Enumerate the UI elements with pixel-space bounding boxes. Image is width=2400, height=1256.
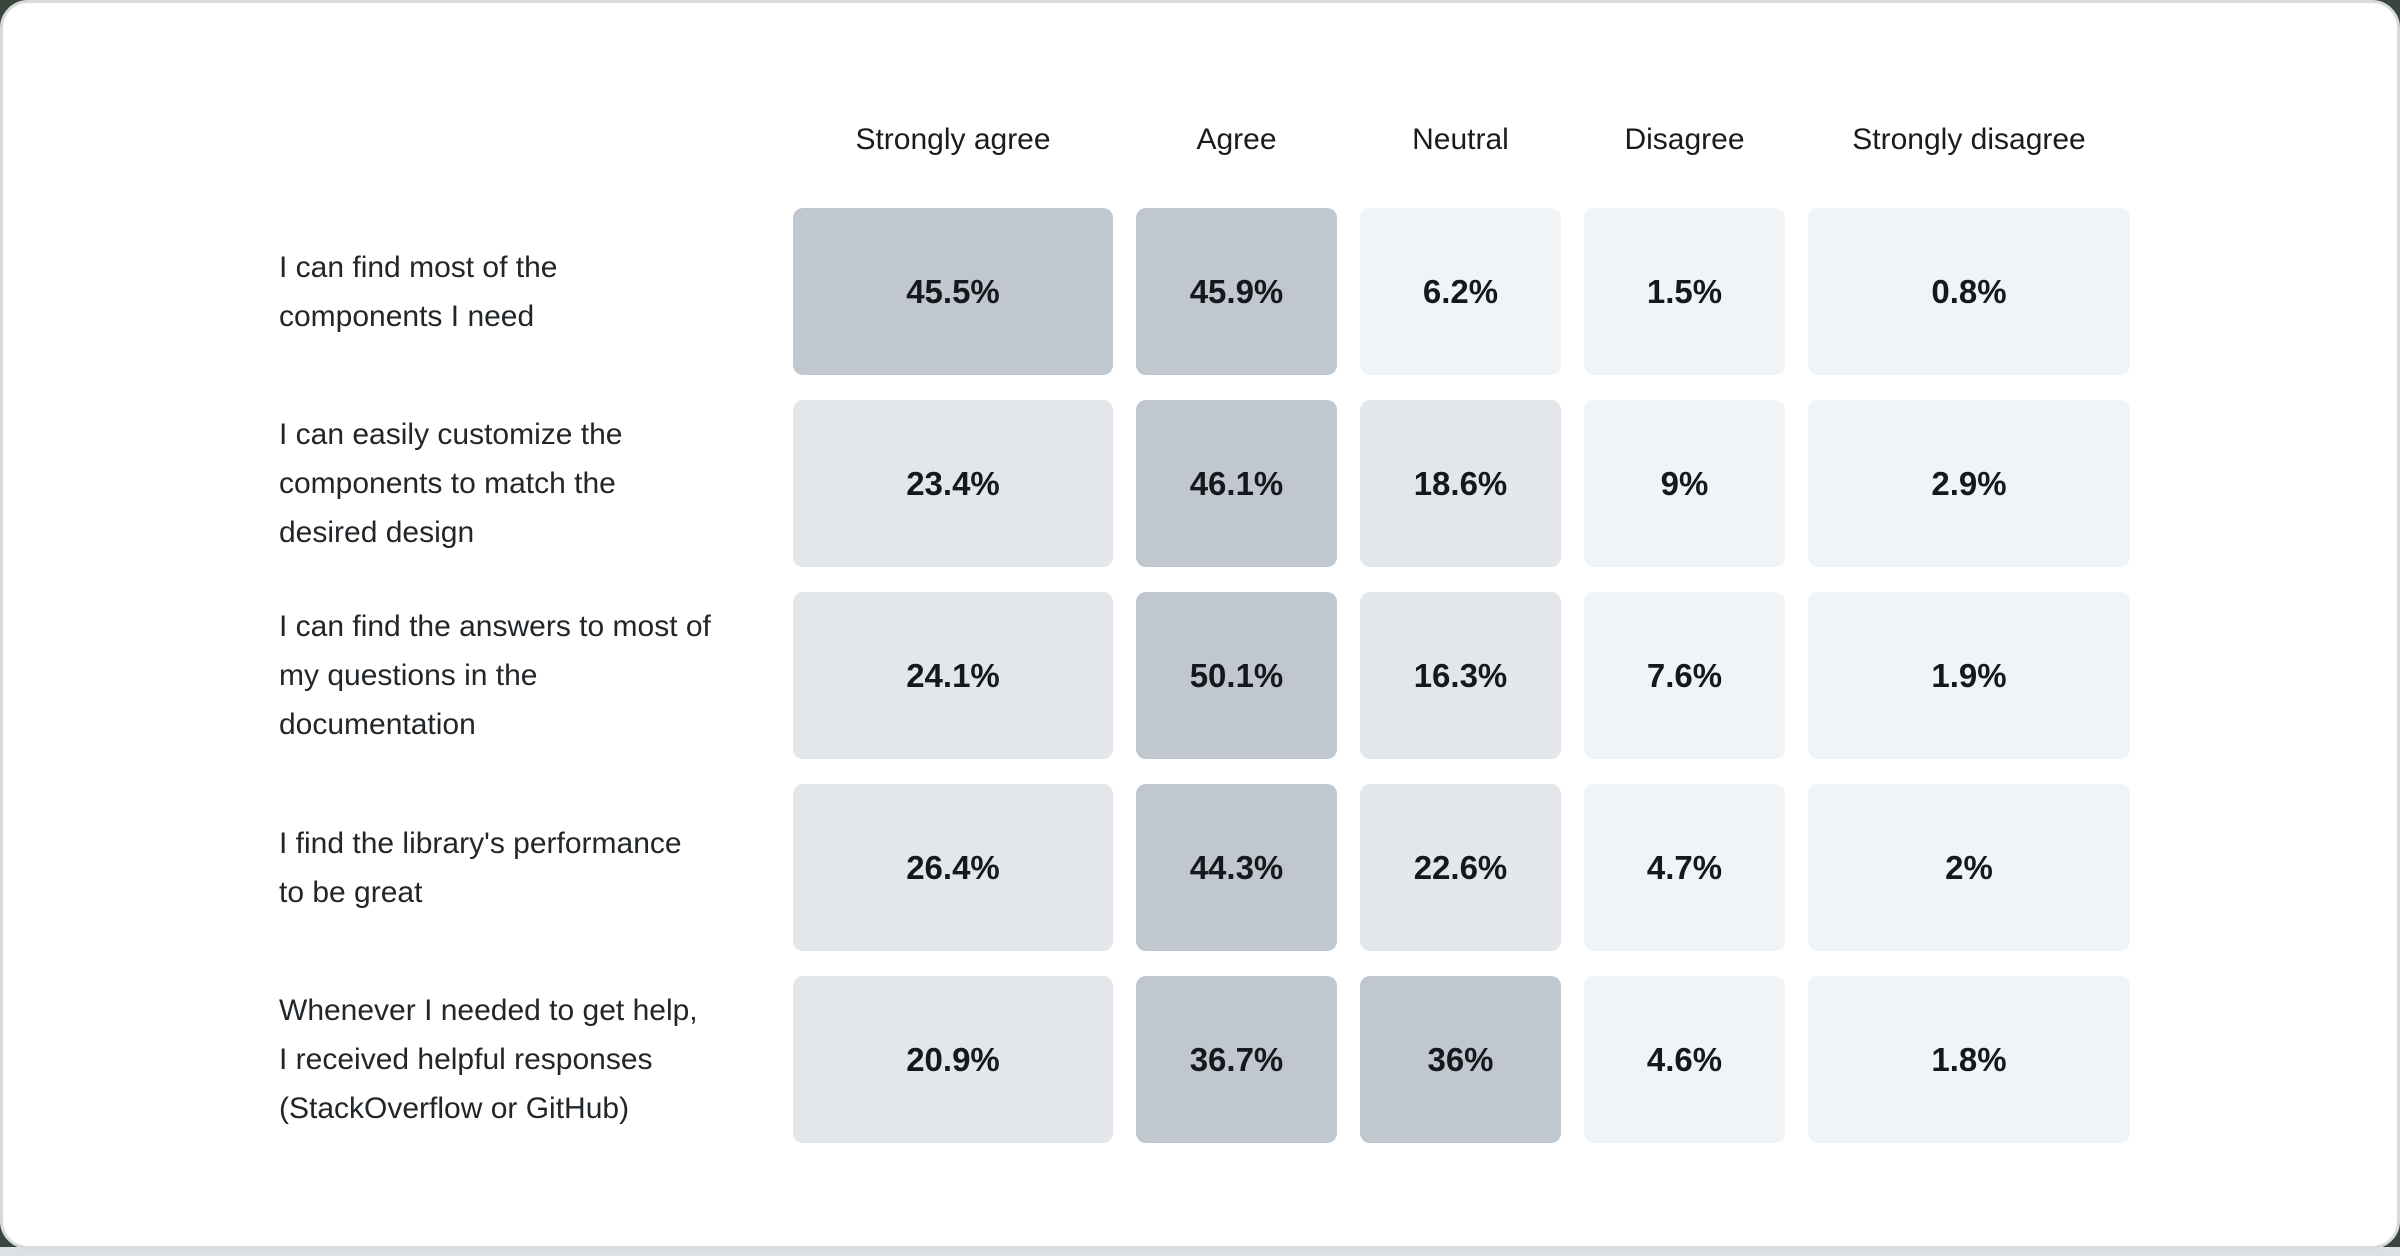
value-cell: 22.6%: [1360, 784, 1561, 951]
column-header-row: Strongly agree Agree Neutral Disagree Strong…: [279, 112, 2397, 168]
table-row: I can find most of the components I need…: [279, 208, 2397, 375]
value-cell: 36.7%: [1136, 976, 1337, 1143]
row-label: I find the library's performance to be g…: [279, 826, 682, 909]
value-cell: 24.1%: [793, 592, 1113, 759]
value-cell: 18.6%: [1360, 400, 1561, 567]
value-cell: 26.4%: [793, 784, 1113, 951]
column-header: Agree: [1196, 123, 1277, 156]
column-header: Neutral: [1412, 123, 1509, 156]
value-cell: 4.6%: [1584, 976, 1785, 1143]
value-cell: 45.9%: [1136, 208, 1337, 375]
value-cell: 1.8%: [1808, 976, 2130, 1143]
bottom-strip: [0, 1247, 2400, 1256]
row-label: I can easily customize the components to…: [279, 418, 623, 549]
value-cell: 2.9%: [1808, 400, 2130, 567]
value-cell: 1.9%: [1808, 592, 2130, 759]
value-cell: 9%: [1584, 400, 1785, 567]
value-cell: 46.1%: [1136, 400, 1337, 567]
value-cell: 20.9%: [793, 976, 1113, 1143]
row-label: I can find most of the components I need: [279, 250, 558, 333]
value-cell: 2%: [1808, 784, 2130, 951]
value-cell: 50.1%: [1136, 592, 1337, 759]
value-cell: 44.3%: [1136, 784, 1337, 951]
likert-heatmap-table: Strongly agree Agree Neutral Disagree Strong…: [3, 3, 2397, 1143]
column-header: Strongly disagree: [1852, 123, 2086, 156]
table-row: I can easily customize the components to…: [279, 400, 2397, 567]
value-cell: 4.7%: [1584, 784, 1785, 951]
table-row: I can find the answers to most of my que…: [279, 592, 2397, 759]
table-row: Whenever I needed to get help, I receive…: [279, 976, 2397, 1143]
column-header: Strongly agree: [855, 123, 1051, 156]
value-cell: 45.5%: [793, 208, 1113, 375]
value-cell: 7.6%: [1584, 592, 1785, 759]
row-label: I can find the answers to most of my que…: [279, 610, 711, 741]
value-cell: 23.4%: [793, 400, 1113, 567]
value-cell: 1.5%: [1584, 208, 1785, 375]
value-cell: 0.8%: [1808, 208, 2130, 375]
value-cell: 16.3%: [1360, 592, 1561, 759]
table-row: I find the library's performance to be g…: [279, 784, 2397, 951]
value-cell: 36%: [1360, 976, 1561, 1143]
table-body: I can find most of the components I need…: [279, 208, 2397, 1143]
column-header: Disagree: [1624, 123, 1745, 156]
row-label: Whenever I needed to get help, I receive…: [279, 994, 698, 1125]
value-cell: 6.2%: [1360, 208, 1561, 375]
